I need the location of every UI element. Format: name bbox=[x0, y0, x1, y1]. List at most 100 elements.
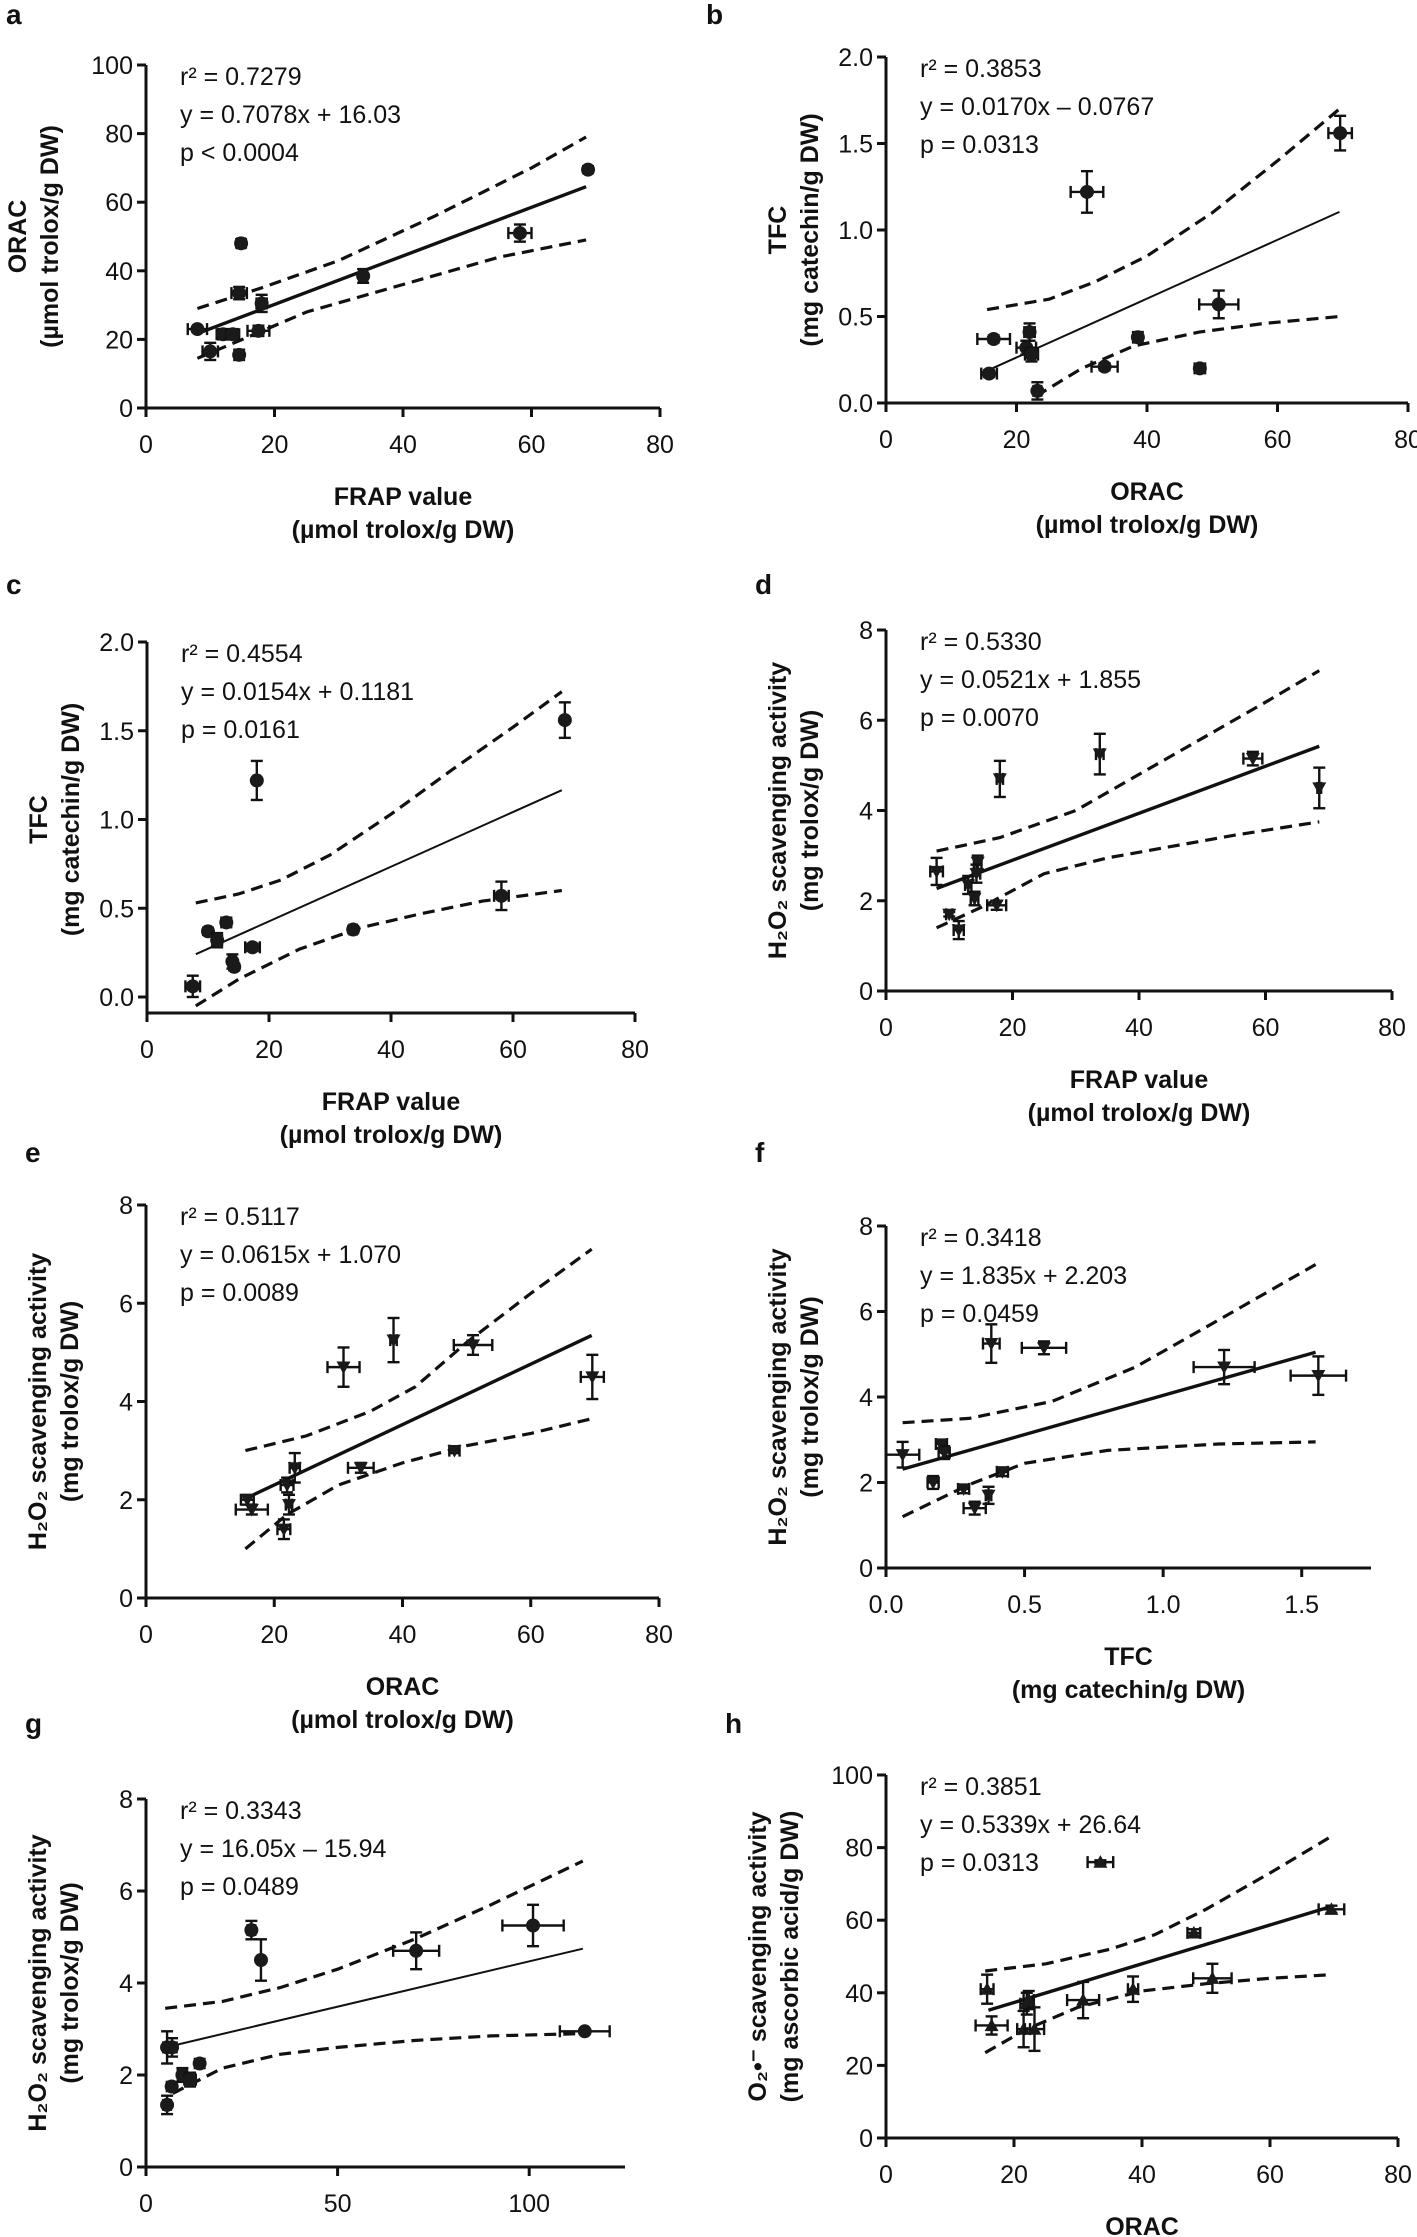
stat-annotation: p = 0.0459 bbox=[920, 1300, 1039, 1328]
x-tick-label: 20 bbox=[261, 431, 289, 459]
data-point bbox=[246, 323, 271, 338]
data-point bbox=[979, 1973, 995, 2005]
stat-annotation: p = 0.0161 bbox=[181, 716, 300, 744]
data-point bbox=[1317, 1902, 1346, 1916]
stat-annotation: r² = 0.3851 bbox=[920, 1773, 1042, 1801]
x-tick-label: 60 bbox=[1264, 426, 1292, 454]
y-tick-label: 1.0 bbox=[99, 807, 134, 835]
panel-letter: c bbox=[6, 569, 22, 600]
data-point bbox=[192, 2056, 207, 2071]
ci-upper-line bbox=[902, 1263, 1317, 1425]
data-point bbox=[1312, 766, 1327, 810]
data-point bbox=[986, 899, 1008, 913]
stat-annotation: p = 0.0313 bbox=[920, 1849, 1039, 1877]
marker-circle bbox=[1079, 184, 1094, 199]
marker-circle bbox=[203, 344, 218, 359]
data-point bbox=[234, 236, 249, 251]
x-tick-label: 0 bbox=[139, 431, 153, 459]
x-axis-subtitle: (µmol trolox/g DW) bbox=[280, 1121, 503, 1149]
y-tick-label: 2 bbox=[859, 888, 873, 916]
marker-triangle-up bbox=[1021, 1993, 1036, 2006]
marker-circle bbox=[160, 2097, 175, 2112]
y-axis-title: H₂O₂ scavenging activity bbox=[24, 1253, 52, 1550]
x-tick-label: 1.5 bbox=[1284, 1591, 1319, 1619]
marker-circle bbox=[346, 922, 361, 937]
ci-lower-line bbox=[194, 888, 563, 1008]
data-point bbox=[1130, 330, 1145, 345]
data-point bbox=[962, 1500, 987, 1516]
marker-triangle-down bbox=[386, 1334, 401, 1348]
x-tick-label: 0 bbox=[140, 1036, 154, 1064]
marker-triangle-down bbox=[989, 899, 1004, 913]
data-point bbox=[980, 366, 999, 381]
y-axis-title: H₂O₂ scavenging activity bbox=[764, 1248, 792, 1545]
data-point bbox=[1092, 732, 1107, 776]
data-point bbox=[956, 1482, 971, 1496]
panel-a: a 0 20 40 60 80 100 0 20 40 60 80 FRAP value (µmol tr… bbox=[4, 0, 674, 544]
y-tick-label: 20 bbox=[105, 326, 133, 354]
data-point bbox=[1327, 114, 1354, 152]
marker-triangle-down bbox=[981, 1489, 996, 1503]
data-point bbox=[1022, 322, 1037, 342]
marker-triangle-down bbox=[353, 1462, 368, 1475]
y-tick-label: 0 bbox=[859, 2125, 873, 2153]
x-tick-label: 20 bbox=[255, 1036, 283, 1064]
marker-triangle-up bbox=[1076, 1993, 1091, 2006]
data-point bbox=[279, 1476, 295, 1494]
marker-circle bbox=[219, 915, 234, 930]
y-tick-label: 0.5 bbox=[99, 895, 134, 923]
y-tick-label: 1.5 bbox=[99, 718, 134, 746]
ci-upper-line bbox=[936, 669, 1321, 853]
x-tick-label: 20 bbox=[1000, 2161, 1028, 2189]
y-tick-label: 0.0 bbox=[838, 390, 873, 418]
regression-line bbox=[902, 1350, 1317, 1471]
ci-upper-line bbox=[986, 107, 1341, 312]
marker-circle bbox=[254, 296, 269, 311]
marker-triangle-down bbox=[1245, 753, 1260, 766]
ci-lower-line bbox=[172, 2032, 583, 2095]
x-tick-label: 40 bbox=[389, 431, 417, 459]
y-tick-label: 6 bbox=[119, 1878, 133, 1906]
marker-circle bbox=[249, 773, 264, 788]
y-axis-subtitle: (mg catechin/g DW) bbox=[57, 703, 85, 936]
data-point bbox=[1023, 2006, 1046, 2053]
data-point bbox=[219, 915, 234, 930]
data-point bbox=[992, 759, 1007, 799]
data-point bbox=[227, 959, 242, 974]
data-point bbox=[926, 1474, 941, 1491]
panel-letter: b bbox=[706, 0, 723, 30]
marker-triangle-down bbox=[281, 1499, 296, 1512]
stat-annotation: p = 0.0089 bbox=[180, 1279, 299, 1307]
ci-lower-line bbox=[196, 238, 587, 360]
regression-line bbox=[936, 744, 1320, 891]
y-axis-title: H₂O₂ scavenging activity bbox=[24, 1834, 52, 2131]
data-point bbox=[942, 908, 957, 922]
marker-circle bbox=[512, 226, 527, 241]
y-tick-label: 1.0 bbox=[838, 217, 873, 245]
marker-circle bbox=[183, 2072, 198, 2087]
x-tick-label: 60 bbox=[1252, 1014, 1280, 1042]
data-point bbox=[501, 1903, 565, 1948]
x-tick-label: 0.5 bbox=[1007, 1591, 1042, 1619]
marker-circle bbox=[253, 1953, 268, 1967]
data-point bbox=[160, 2094, 175, 2116]
data-point bbox=[356, 267, 371, 285]
marker-circle bbox=[986, 331, 1001, 346]
y-tick-label: 1.5 bbox=[838, 131, 873, 159]
marker-circle bbox=[244, 1923, 259, 1938]
panel-f: f 0 2 4 6 8 0.0 0.5 1.0 1.5 TFC (mg catechin/g DW) H… bbox=[755, 1137, 1371, 1704]
data-point bbox=[452, 1333, 494, 1357]
ci-upper-line bbox=[245, 1247, 593, 1453]
data-point bbox=[225, 327, 241, 342]
x-tick-label: 80 bbox=[621, 1036, 649, 1064]
marker-triangle-up bbox=[1186, 1925, 1201, 1939]
marker-triangle-down bbox=[970, 856, 985, 870]
x-axis-title: TFC bbox=[1104, 1643, 1153, 1671]
x-tick-label: 20 bbox=[260, 1621, 288, 1649]
data-point bbox=[937, 1444, 952, 1461]
stat-annotation: p = 0.0313 bbox=[920, 131, 1039, 159]
marker-triangle-down bbox=[466, 1339, 481, 1353]
y-tick-label: 60 bbox=[105, 189, 133, 217]
data-point bbox=[581, 162, 596, 177]
